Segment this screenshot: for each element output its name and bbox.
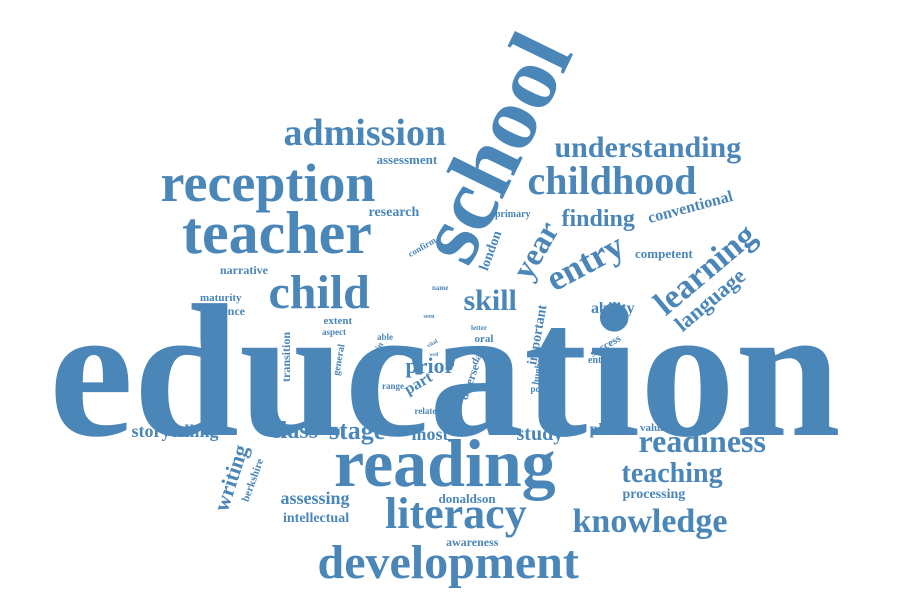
word-literacy: literacy <box>385 489 527 538</box>
word-well: well <box>429 352 439 358</box>
word-donaldson: donaldson <box>438 490 496 506</box>
word-ability: ability <box>591 300 635 317</box>
word-maturity: maturity <box>200 291 242 304</box>
word-valuable: valuable <box>640 421 680 434</box>
word-name: name <box>432 283 449 292</box>
word-child: child <box>268 266 370 319</box>
word-teaching: teaching <box>621 458 723 489</box>
word-able: able <box>377 331 394 342</box>
word-storytelling: storytelling <box>131 421 219 441</box>
word-stage: stage <box>329 416 386 445</box>
word-seen: seen <box>423 314 435 320</box>
word-processing: processing <box>622 487 686 502</box>
word-evidence: evidence <box>201 304 245 318</box>
word-intellectual: intellectual <box>283 511 350 526</box>
word-related: related <box>414 405 442 416</box>
word-narrative: narrative <box>220 263 268 277</box>
word-research: research <box>368 205 420 220</box>
word-extent: extent <box>323 314 353 327</box>
word-reading: reading <box>334 425 556 501</box>
word-assessing: assessing <box>280 488 350 508</box>
word-readiness: readiness <box>638 423 766 459</box>
word-postal: postal <box>530 383 554 394</box>
word-finding: finding <box>561 206 635 232</box>
word-teacher: teacher <box>182 200 372 266</box>
word-reception: reception <box>160 153 376 213</box>
word-awareness: awareness <box>446 535 499 549</box>
word-childhood: childhood <box>527 158 697 203</box>
word-competent: competent <box>635 245 693 261</box>
word-entrant: entrant <box>588 355 620 366</box>
word-oral: oral <box>474 332 494 345</box>
word-transition: transition <box>279 331 294 383</box>
word-most: most <box>411 424 449 444</box>
word-admission: admission <box>283 112 447 154</box>
word-phase: phase <box>589 421 629 438</box>
word-skill: skill <box>463 284 517 317</box>
word-knowledge: knowledge <box>572 503 728 540</box>
word-assessment: assessment <box>376 151 438 167</box>
word-education: education <box>49 267 841 477</box>
word-development: development <box>317 536 579 589</box>
word-prior: prior <box>405 353 455 378</box>
word-aspect: aspect <box>322 326 346 337</box>
word-study: study <box>516 423 564 445</box>
word-primary: primary <box>495 209 531 220</box>
word-understanding: understanding <box>554 131 742 164</box>
word-class: class <box>270 418 318 444</box>
word-letter: letter <box>471 323 487 332</box>
word-range: range <box>382 380 404 391</box>
